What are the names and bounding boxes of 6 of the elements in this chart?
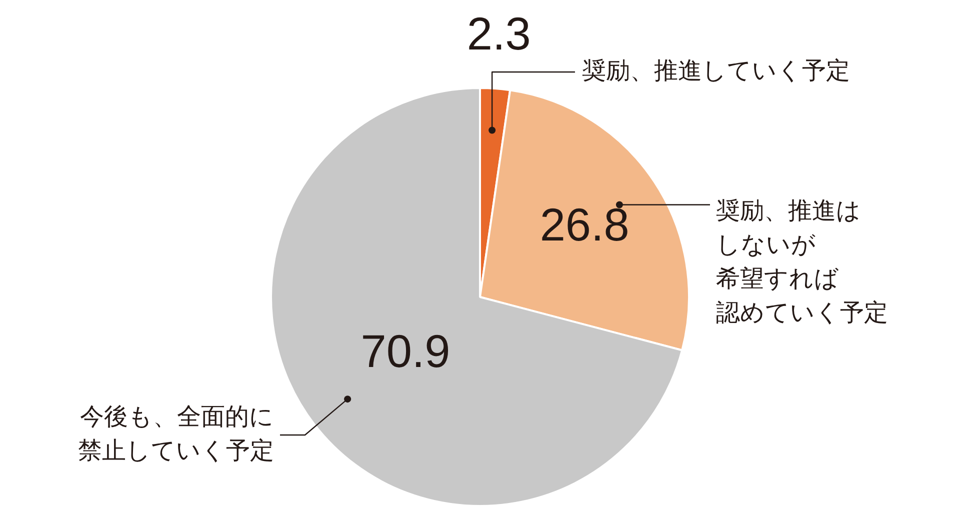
slice-label: 今後も、全面的に禁止していく予定 <box>78 404 274 465</box>
data-label: 2.3 <box>466 7 531 60</box>
data-label: 70.9 <box>360 325 450 378</box>
data-label: 26.8 <box>540 198 630 251</box>
slice-label: 奨励、推進はしないが希望すれば認めていく予定 <box>716 198 888 327</box>
slice-label: 奨励、推進していく予定 <box>582 58 850 85</box>
